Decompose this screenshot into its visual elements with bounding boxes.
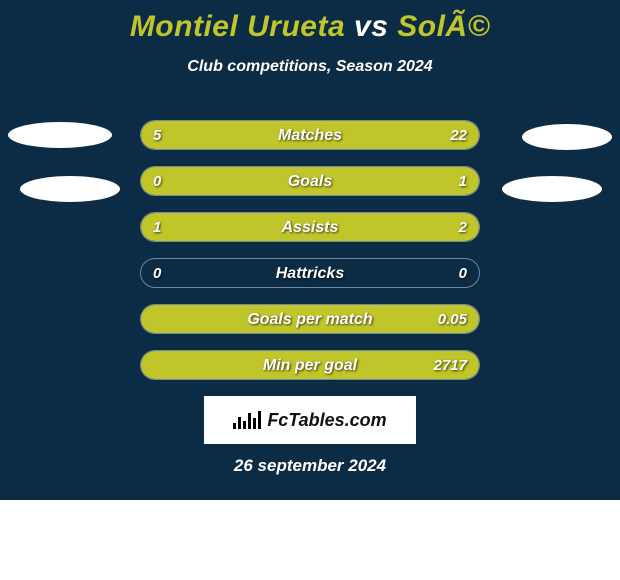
metric-bar-track: 522Matches [140, 120, 480, 150]
metric-row: 0.05Goals per match [0, 304, 620, 334]
metric-bar-right [254, 213, 479, 241]
metric-value-left: 0 [153, 259, 161, 288]
metric-bar-right [141, 167, 479, 195]
metric-row: 0 0Hattricks [0, 258, 620, 288]
date: 26 september 2024 [0, 456, 620, 476]
metric-value-right: 0.05 [438, 305, 467, 334]
metric-value-right: 22 [450, 121, 467, 150]
metric-row: 12Assists [0, 212, 620, 242]
metric-bar-left [141, 121, 204, 149]
player1-name: Montiel Urueta [130, 10, 345, 43]
comparison-panel: Montiel Urueta vs SolÃ© Club competition… [0, 0, 620, 500]
metric-bar-right [141, 305, 479, 333]
metric-row: 522Matches [0, 120, 620, 150]
fctables-logo: FcTables.com [204, 396, 416, 444]
metric-value-left: 5 [153, 121, 161, 150]
metric-rows: 522Matches01Goals12Assists00Hattricks0.0… [0, 120, 620, 396]
player2-name: SolÃ© [397, 10, 490, 43]
metric-row: 2717Min per goal [0, 350, 620, 380]
metric-label: Hattricks [141, 259, 479, 288]
metric-value-left: 1 [153, 213, 161, 242]
metric-bar-track: 0 0Hattricks [140, 258, 480, 288]
metric-value-right: 2717 [434, 351, 467, 380]
metric-bar-track: 12Assists [140, 212, 480, 242]
page-title: Montiel Urueta vs SolÃ© [0, 0, 620, 44]
metric-row: 01Goals [0, 166, 620, 196]
metric-bar-track: 2717Min per goal [140, 350, 480, 380]
metric-value-right: 0 [459, 259, 467, 288]
metric-value-left: 0 [153, 167, 161, 196]
metric-value-right: 1 [459, 167, 467, 196]
vs-word: vs [354, 10, 388, 43]
subtitle: Club competitions, Season 2024 [0, 58, 620, 76]
metric-bar-track: 01Goals [140, 166, 480, 196]
metric-bar-right [141, 351, 479, 379]
metric-bar-right [204, 121, 479, 149]
logo-bars-icon [233, 411, 261, 429]
metric-value-right: 2 [459, 213, 467, 242]
metric-bar-track: 0.05Goals per match [140, 304, 480, 334]
logo-text: FcTables.com [267, 410, 386, 431]
